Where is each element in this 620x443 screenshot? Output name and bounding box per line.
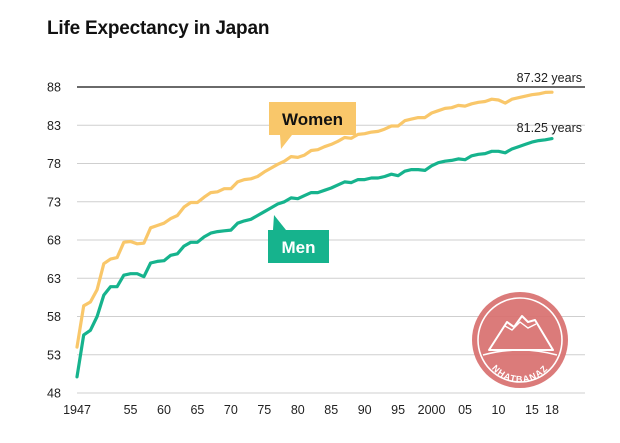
- x-tick-label: 1947: [63, 403, 91, 417]
- y-axis-ticks: 48 53 58 63 68 73 78 83 88: [47, 81, 61, 401]
- callout-women-label: Women: [282, 110, 343, 129]
- y-tick-label: 63: [47, 272, 61, 286]
- x-tick-label: 15: [525, 403, 539, 417]
- x-tick-label: 2000: [418, 403, 446, 417]
- callout-men-box: [268, 230, 329, 263]
- series-line-men: [75, 137, 554, 379]
- callout-men: Men: [268, 215, 329, 263]
- x-tick-label: 80: [291, 403, 305, 417]
- y-tick-label: 53: [47, 348, 61, 362]
- x-tick-label: 95: [391, 403, 405, 417]
- x-tick-label: 18: [545, 403, 559, 417]
- callout-women-pointer: [280, 135, 292, 149]
- y-tick-label: 68: [47, 234, 61, 248]
- end-labels: 87.32 years 81.25 years: [517, 71, 582, 135]
- end-label-women: 87.32 years: [517, 71, 582, 85]
- x-tick-label: 10: [492, 403, 506, 417]
- callout-women-box: [269, 102, 356, 135]
- end-label-men: 81.25 years: [517, 121, 582, 135]
- callouts: Women Men: [268, 102, 356, 263]
- watermark-seal-icon: NHATBANAZ: [472, 292, 568, 388]
- y-tick-label: 58: [47, 310, 61, 324]
- x-tick-label: 85: [324, 403, 338, 417]
- x-tick-label: 70: [224, 403, 238, 417]
- callout-men-label: Men: [282, 238, 316, 257]
- x-tick-label: 65: [190, 403, 204, 417]
- callout-women: Women: [269, 102, 356, 149]
- y-tick-label: 73: [47, 195, 61, 209]
- series-line-women: [75, 90, 554, 349]
- y-tick-label: 88: [47, 81, 61, 95]
- watermark-logo: NHATBANAZ: [472, 292, 568, 388]
- y-tick-label: 83: [47, 119, 61, 133]
- series-lines: [75, 90, 554, 379]
- x-tick-label: 60: [157, 403, 171, 417]
- x-axis-ticks: 1947 55 60 65 70 75 80 85 90 95 2000 05 10 15 18: [63, 403, 559, 417]
- x-tick-label: 75: [257, 403, 271, 417]
- callout-men-pointer: [273, 215, 286, 230]
- x-tick-label: 05: [458, 403, 472, 417]
- chart-title: Life Expectancy in Japan: [47, 18, 270, 39]
- y-tick-label: 78: [47, 157, 61, 171]
- x-tick-label: 55: [124, 403, 138, 417]
- x-tick-label: 90: [358, 403, 372, 417]
- y-tick-label: 48: [47, 387, 61, 401]
